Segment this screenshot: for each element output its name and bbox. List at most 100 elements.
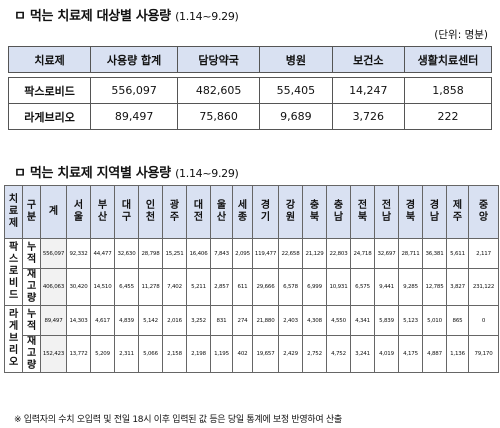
table-cell: 3,726 (331, 103, 406, 130)
table-cell: 13,772 (66, 335, 91, 373)
header-cell: 경남 (422, 185, 447, 239)
table-cell: 16,406 (186, 238, 211, 269)
table-cell: 274 (232, 305, 253, 336)
header-cell: 강원 (278, 185, 303, 239)
table-cell: 5,066 (138, 335, 163, 373)
table-cell: 6,575 (350, 268, 375, 306)
regional-usage-table: 치료제 구분 계 서울 부산 대구 인천 광주 대전 울산 세종 경기 강원 충… (4, 185, 499, 373)
table-cell: 406,063 (40, 268, 67, 306)
unit-label: (단위: 명분) (434, 29, 488, 41)
table-cell: 2,016 (162, 305, 187, 336)
table-cell: 10,931 (326, 268, 351, 306)
table-cell: 5,010 (422, 305, 447, 336)
table-cell: 231,122 (468, 268, 499, 306)
table-cell: 28,798 (138, 238, 163, 269)
header-cell: 계 (40, 185, 67, 239)
table-cell: 1,195 (210, 335, 233, 373)
drug-name-cell: 팍스로비드 (4, 238, 23, 306)
table-cell: 4,550 (326, 305, 351, 336)
table-cell: 9,689 (259, 103, 333, 130)
table-cell: 55,405 (259, 77, 333, 104)
table-cell: 36,381 (422, 238, 447, 269)
table-cell: 4,617 (90, 305, 115, 336)
table-cell: 119,477 (252, 238, 279, 269)
table-cell: 2,198 (186, 335, 211, 373)
table-cell: 2,429 (278, 335, 303, 373)
table-cell: 11,278 (138, 268, 163, 306)
table-cell: 4,887 (422, 335, 447, 373)
table-cell: 5,211 (186, 268, 211, 306)
table-header-row: 치료제 구분 계 서울 부산 대구 인천 광주 대전 울산 세종 경기 강원 충… (4, 185, 499, 239)
header-cell: 중앙 (468, 185, 499, 239)
header-cell: 세종 (232, 185, 253, 239)
table-cell: 556,097 (40, 238, 67, 269)
table-cell: 222 (404, 103, 492, 130)
table-cell: 4,752 (326, 335, 351, 373)
section1-title: ㅁ 먹는 치료제 대상별 사용량 (1.14~9.29) (14, 9, 239, 24)
table-cell: 44,477 (90, 238, 115, 269)
table-cell: 7,402 (162, 268, 187, 306)
table-cell: 22,803 (326, 238, 351, 269)
table-row: 팍스로비드 누적 556,097 92,332 44,477 32,630 28… (4, 238, 499, 306)
table-cell: 14,303 (66, 305, 91, 336)
header-cell: 치료제 (4, 185, 23, 239)
table-cell: 6,455 (114, 268, 139, 306)
table-cell: 556,097 (90, 77, 179, 104)
table-row: 라게브리오 누적 89,497 14,303 4,617 4,839 5,142… (4, 305, 499, 373)
header-cell: 대전 (186, 185, 211, 239)
table-cell: 21,880 (252, 305, 279, 336)
table-cell: 5,611 (446, 238, 469, 269)
table-cell: 15,251 (162, 238, 187, 269)
table-cell: 1,136 (446, 335, 469, 373)
header-cell: 인천 (138, 185, 163, 239)
header-cell: 구분 (22, 185, 41, 239)
table-cell: 22,658 (278, 238, 303, 269)
table-cell: 865 (446, 305, 469, 336)
table-cell: 6,578 (278, 268, 303, 306)
kind-cell: 누적 (22, 305, 41, 336)
table-cell: 4,308 (302, 305, 327, 336)
table-cell: 4,019 (374, 335, 399, 373)
table-cell: 12,785 (422, 268, 447, 306)
table-cell: 32,630 (114, 238, 139, 269)
header-cell: 충북 (302, 185, 327, 239)
table-cell: 9,285 (398, 268, 423, 306)
table-cell: 7,843 (210, 238, 233, 269)
header-cell: 부산 (90, 185, 115, 239)
table-cell: 89,497 (90, 103, 179, 130)
table-cell: 2,158 (162, 335, 187, 373)
drug-name-cell: 라게브리오 (7, 103, 92, 130)
header-cell: 충남 (326, 185, 351, 239)
table-cell: 5,839 (374, 305, 399, 336)
table-cell: 24,718 (350, 238, 375, 269)
table-cell: 5,142 (138, 305, 163, 336)
kind-cell: 누적 (22, 238, 41, 269)
table-cell: 5,123 (398, 305, 423, 336)
header-cell: 병원 (259, 46, 333, 73)
table-cell: 75,860 (177, 103, 261, 130)
kind-cell: 재고량 (22, 335, 41, 373)
header-cell: 광주 (162, 185, 187, 239)
kind-cell: 재고량 (22, 268, 41, 306)
table-cell: 2,857 (210, 268, 233, 306)
table-cell: 611 (232, 268, 253, 306)
table-cell: 28,711 (398, 238, 423, 269)
table-cell: 4,175 (398, 335, 423, 373)
table-cell: 14,510 (90, 268, 115, 306)
table-cell: 19,657 (252, 335, 279, 373)
table-cell: 3,827 (446, 268, 469, 306)
table-cell: 482,605 (177, 77, 261, 104)
section2-title: ㅁ 먹는 치료제 지역별 사용량 (1.14~9.29) (14, 166, 239, 181)
drug-name-cell: 라게브리오 (4, 305, 23, 373)
header-cell: 서울 (66, 185, 91, 239)
table-row: 재고량 152,423 13,772 5,209 2,311 5,066 2,1… (5, 335, 499, 373)
table-cell: 402 (232, 335, 253, 373)
table-cell: 30,420 (66, 268, 91, 306)
table-cell: 3,252 (186, 305, 211, 336)
table-cell: 3,241 (350, 335, 375, 373)
table-cell: 2,117 (468, 238, 499, 269)
header-cell: 대구 (114, 185, 139, 239)
header-cell: 경북 (398, 185, 423, 239)
table-cell: 2,311 (114, 335, 139, 373)
table-cell: 32,697 (374, 238, 399, 269)
